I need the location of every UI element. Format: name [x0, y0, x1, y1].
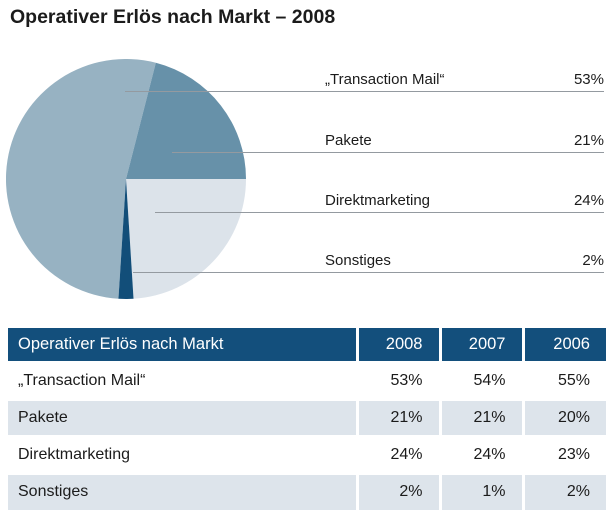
pie-slice-3: [126, 179, 246, 299]
leader-line-direktmarketing: [155, 212, 604, 213]
leader-line-transaction-mail: [125, 91, 604, 92]
table-row-pakete: Pakete 21% 21% 20%: [8, 397, 606, 436]
value-2008: 24%: [355, 434, 440, 473]
value-2007: 24%: [438, 434, 523, 473]
value-2007: 1%: [438, 471, 523, 510]
table-header-2006: 2006: [521, 328, 606, 362]
table-header-2008: 2008: [355, 328, 440, 362]
value-2008: 53%: [355, 360, 440, 399]
row-label: Direktmarketing: [8, 434, 357, 473]
table-row-sonstiges: Sonstiges 2% 1% 2%: [8, 471, 606, 510]
value-2007: 21%: [438, 397, 523, 436]
value-2006: 2%: [521, 471, 606, 510]
pie-slice-4: [118, 179, 134, 299]
table-header-row: Operativer Erlös nach Markt 2008 2007 20…: [8, 328, 606, 362]
legend-row-transaction-mail: „Transaction Mail“ 53%: [325, 68, 604, 88]
value-2006: 20%: [521, 397, 606, 436]
table-header-title: Operativer Erlös nach Markt: [8, 328, 357, 362]
table-row-direktmarketing: Direktmarketing 24% 24% 23%: [8, 434, 606, 473]
value-2006: 23%: [521, 434, 606, 473]
page-title: Operativer Erlös nach Markt – 2008: [10, 6, 336, 28]
table-header-2007: 2007: [438, 328, 523, 362]
pie-chart: [6, 59, 246, 299]
row-label: Pakete: [8, 397, 357, 436]
value-2007: 54%: [438, 360, 523, 399]
leader-line-pakete: [172, 152, 604, 153]
legend-label: Pakete: [325, 132, 372, 149]
table-row-transaction-mail: „Transaction Mail“ 53% 54% 55%: [8, 360, 606, 399]
pie-slice-1: [6, 59, 156, 299]
legend-label: Direktmarketing: [325, 192, 431, 209]
legend-label: Sonstiges: [325, 252, 391, 269]
legend-row-direktmarketing: Direktmarketing 24%: [325, 189, 604, 209]
leader-line-sonstiges: [133, 272, 604, 273]
legend-value: 21%: [573, 132, 604, 149]
revenue-table: Operativer Erlös nach Markt 2008 2007 20…: [8, 328, 606, 510]
value-2006: 55%: [521, 360, 606, 399]
legend-value: 2%: [582, 252, 604, 269]
row-label: „Transaction Mail“: [8, 360, 357, 399]
row-label: Sonstiges: [8, 471, 357, 510]
legend-value: 53%: [573, 71, 604, 88]
legend-value: 24%: [573, 192, 604, 209]
value-2008: 2%: [355, 471, 440, 510]
legend-label: „Transaction Mail“: [325, 71, 445, 88]
value-2008: 21%: [355, 397, 440, 436]
legend-row-pakete: Pakete 21%: [325, 129, 604, 149]
legend-row-sonstiges: Sonstiges 2%: [325, 249, 604, 269]
